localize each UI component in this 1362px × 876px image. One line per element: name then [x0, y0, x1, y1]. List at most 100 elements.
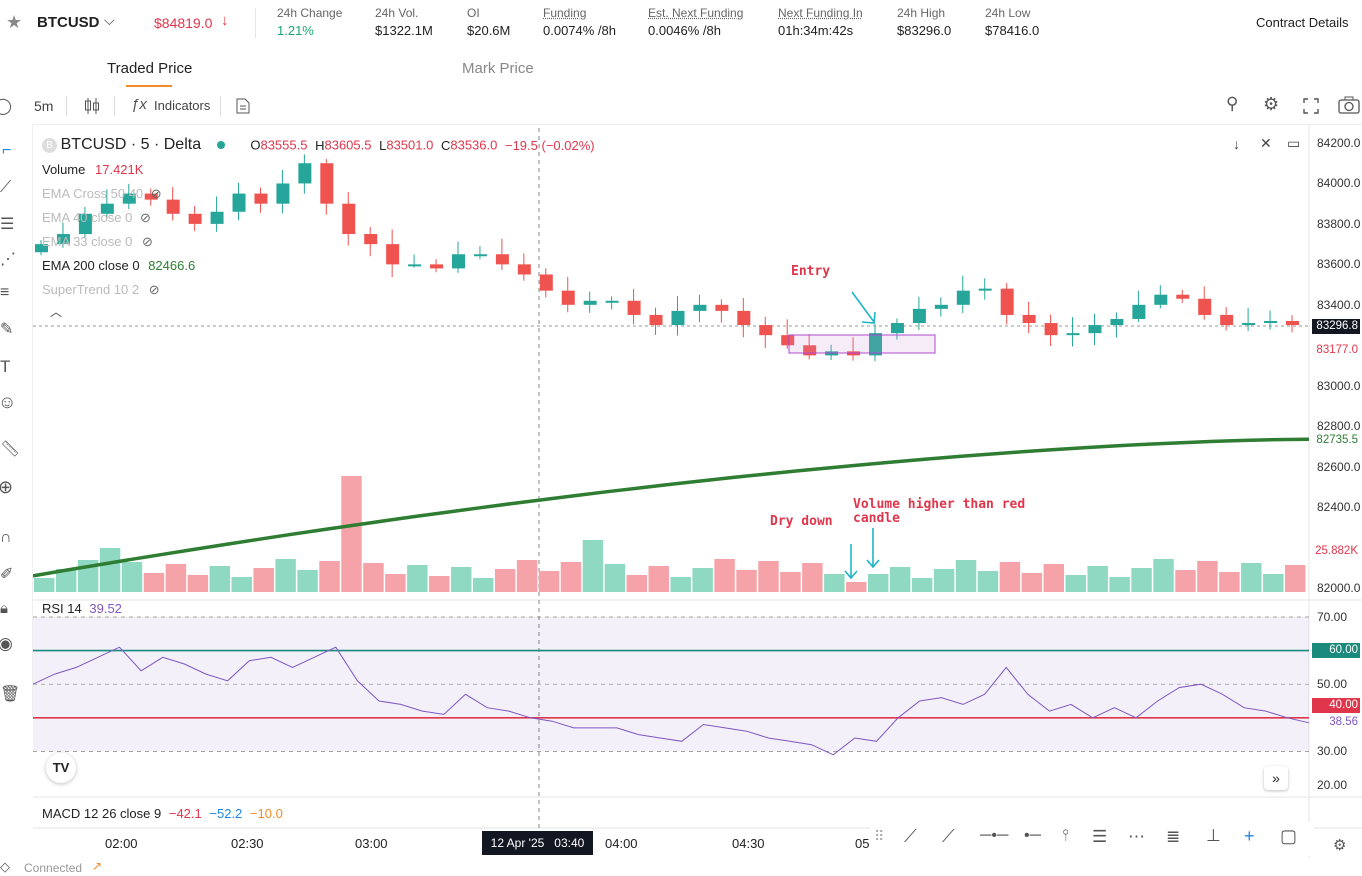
drag-handle-icon[interactable]: ⠿ [874, 828, 885, 844]
volume-bar [1021, 573, 1043, 592]
quick-search-icon[interactable]: ⚲ [1226, 94, 1239, 113]
brush-tool-icon[interactable]: ✎ [0, 321, 14, 338]
tab-mark-price[interactable]: Mark Price [462, 60, 534, 77]
volume-bar [955, 560, 977, 592]
volume-bar [1065, 575, 1086, 592]
exchange-logo-icon: B [42, 137, 57, 153]
line-tool-icon[interactable]: ⟋ [904, 826, 917, 846]
floating-drawing-toolbar: ⠿ ⟋ ⟋ ─•─ •─ ⫯ ☰ ⋯ ≣ ⊥ + ▢ [870, 822, 1314, 856]
ema40-legend[interactable]: EMA 40 close 0 ⊘ [42, 210, 151, 226]
collapse-legend-chevron-icon[interactable]: ︿ [50, 305, 63, 319]
settings-gear-icon[interactable]: ⚙ [1263, 94, 1280, 114]
stat-funding-label[interactable]: Funding [543, 6, 587, 20]
candle-body [408, 264, 422, 267]
volume-bar [385, 574, 406, 592]
fib-tool-icon[interactable]: ☰ [0, 216, 15, 233]
symbol-dropdown-chevron-icon[interactable]: ⌵ [104, 12, 115, 28]
candle-body [188, 213, 202, 224]
rsi-upper-tag: 60.00 [1312, 643, 1360, 658]
contract-details-link[interactable]: Contract Details [1256, 15, 1349, 30]
candle-body [210, 211, 224, 224]
stat-24h-high-label: 24h High [897, 6, 946, 20]
price-axis-label: 82800.0 [1317, 419, 1361, 434]
snapshot-camera-icon[interactable] [1338, 96, 1360, 114]
crosshair-tool-icon[interactable]: ⌐ [2, 142, 12, 159]
lock-icon[interactable]: 🔒︎ [0, 600, 8, 617]
crosshair-icon[interactable]: + [1244, 826, 1255, 846]
candle-body [430, 264, 444, 269]
volume-value: 17.421K [95, 162, 144, 177]
pitchfork-icon[interactable]: ⊥ [1206, 826, 1221, 845]
extended-line-icon[interactable]: ─•─ [980, 827, 1009, 844]
parallel-channel-icon[interactable]: ☰ [1092, 827, 1108, 846]
ema33-legend[interactable]: EMA 33 close 0 ⊘ [42, 234, 153, 250]
legend-open: 83555.5 [260, 137, 308, 153]
macd-legend[interactable]: MACD 12 26 close 9 −42.1 −52.2 −10.0 [42, 806, 283, 821]
indicators-button[interactable]: Indicators [154, 98, 211, 113]
legend-title[interactable]: BTCUSD · 5 · Delta [60, 136, 202, 153]
rectangle-tool-icon[interactable]: ▢ [1280, 826, 1298, 846]
external-link-icon[interactable]: ↗ [92, 859, 103, 873]
ema200-price-tag: 82735.5 [1312, 433, 1360, 448]
prediction-tool-icon[interactable]: ≡ [0, 284, 10, 301]
magnet-icon[interactable]: ∩ [0, 529, 12, 546]
candle-body [605, 300, 619, 303]
ruler-tool-icon[interactable]: 📏︎ [0, 441, 21, 458]
candle-type-icon[interactable] [84, 97, 100, 115]
ema33-hidden-eye-icon[interactable]: ⊘ [141, 234, 153, 249]
text-tool-icon[interactable]: T [0, 357, 11, 376]
tab-traded-price[interactable]: Traded Price [107, 60, 193, 77]
add-symbol-icon[interactable]: ◯ [0, 98, 12, 115]
symbol-name[interactable]: BTCUSD [37, 14, 100, 31]
stay-in-drawing-icon[interactable]: ✐ [0, 566, 14, 583]
rsi-lower-tag: 40.00 [1312, 698, 1360, 713]
hide-drawings-eye-icon[interactable]: ◉ [0, 634, 13, 653]
status-bar: ◇ Connected ↗ [0, 858, 1362, 876]
zoom-in-icon[interactable]: ⊕ [0, 477, 14, 497]
interval-selector[interactable]: 5m [34, 98, 54, 114]
ema-cross-legend[interactable]: EMA Cross 50 40 ⊘ [42, 186, 162, 202]
vertical-line-icon[interactable]: ⫯ [1062, 827, 1069, 844]
ema200-legend[interactable]: EMA 200 close 0 82466.6 [42, 258, 195, 273]
pattern-tool-icon[interactable]: ⋰ [0, 251, 16, 268]
scroll-down-arrow-icon[interactable]: ↓ [1233, 136, 1240, 152]
scroll-to-latest-icon[interactable]: » [1264, 766, 1288, 790]
volume-bar [275, 559, 296, 592]
candle-body [452, 254, 465, 269]
volume-bar [538, 571, 560, 592]
fib-retracement-icon[interactable]: ⋯ [1128, 827, 1145, 846]
ema-cross-hidden-eye-icon[interactable]: ⊘ [150, 186, 162, 201]
volume-bar [1131, 568, 1152, 592]
favorite-star-icon[interactable]: ★ [6, 12, 23, 32]
ema40-hidden-eye-icon[interactable]: ⊘ [139, 210, 151, 225]
candle-body [583, 300, 597, 305]
legend-change: −19.5 (−0.02%) [504, 137, 595, 153]
fib-extension-icon[interactable]: ≣ [1166, 827, 1181, 846]
collapse-pane-icon[interactable]: ✕ [1260, 135, 1272, 151]
fullscreen-icon[interactable] [1303, 98, 1319, 114]
rsi-legend[interactable]: RSI 14 39.52 [42, 601, 122, 616]
market-open-dot [216, 141, 225, 149]
maximize-pane-icon[interactable]: ▭ [1287, 135, 1301, 151]
trend-line-tool-icon[interactable]: ⟋ [0, 179, 12, 196]
ray-tool-icon[interactable]: ⟋ [942, 826, 955, 846]
volume-bar [714, 559, 735, 592]
stat-est-next-funding-label[interactable]: Est. Next Funding [648, 6, 744, 20]
stat-next-funding-in-label[interactable]: Next Funding In [778, 6, 863, 20]
volume-bar [1241, 563, 1262, 592]
top-bar: ★ BTCUSD ⌵ $84819.0 ↓ 24h Change 1.21% 2… [0, 0, 1362, 48]
supertrend-legend[interactable]: SuperTrend 10 2 ⊘ [42, 282, 160, 298]
rsi-value: 39.52 [89, 601, 122, 616]
last-price: $84819.0 [154, 15, 213, 31]
candle-body [100, 203, 114, 214]
indicators-fx-icon[interactable]: ƒx [131, 96, 147, 113]
candle-body [1154, 294, 1168, 305]
layout-template-icon[interactable] [236, 98, 250, 114]
horizontal-ray-icon[interactable]: •─ [1024, 827, 1041, 844]
supertrend-hidden-eye-icon[interactable]: ⊘ [148, 282, 160, 297]
tradingview-logo[interactable]: TV [46, 753, 76, 783]
axis-settings-gear-icon[interactable]: ⚙ [1333, 837, 1347, 854]
emoji-tool-icon[interactable]: ☺ [0, 392, 17, 412]
delete-trash-icon[interactable]: 🗑︎ [0, 686, 21, 703]
